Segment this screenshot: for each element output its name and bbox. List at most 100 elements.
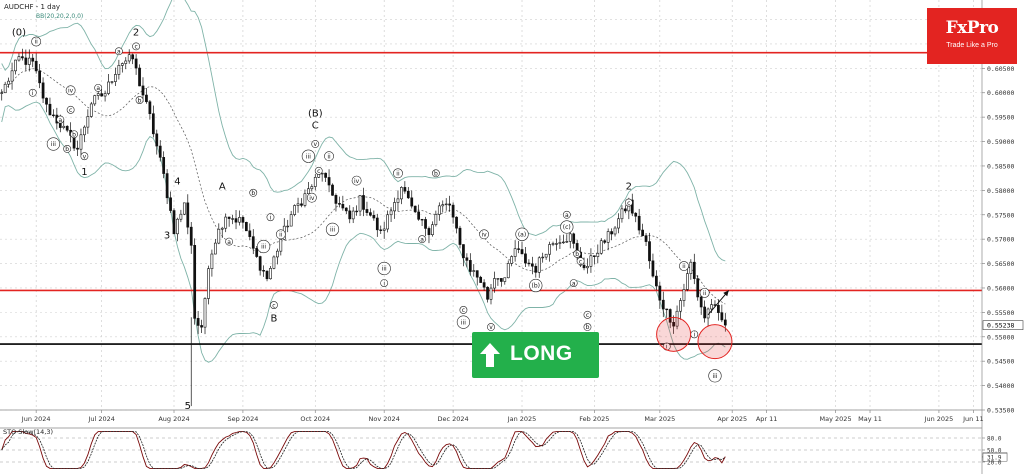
candle-body: [589, 255, 593, 267]
x-tick-label: Apr 2025: [717, 415, 747, 423]
y-tick-label: 0.60500: [987, 65, 1014, 73]
candle-body: [203, 298, 207, 328]
candle-body: [465, 257, 469, 261]
x-tick-label: Apr 11: [756, 415, 778, 423]
candle-body: [458, 227, 462, 245]
wave-label: a: [572, 280, 576, 287]
candle-body: [303, 193, 307, 206]
candle-body: [45, 97, 48, 105]
candle-body: [334, 195, 338, 204]
fxpro-logo: FxPro Trade Like a Pro: [927, 8, 1017, 64]
candle-body: [79, 134, 83, 150]
x-tick-label: Jun 2024: [21, 415, 51, 423]
wave-label: B: [270, 313, 277, 324]
candle-body: [362, 195, 365, 210]
last-price-box: [982, 320, 1024, 330]
candle-body: [630, 199, 634, 214]
last-price-label: 0.55238: [987, 322, 1014, 330]
wave-label: i: [383, 280, 385, 287]
wave-label-circle: [270, 301, 278, 309]
y-tick-label: 0.58500: [987, 162, 1014, 170]
wave-label-circle: [393, 168, 403, 179]
wave-label: 2: [133, 28, 139, 39]
wave-label-circle: [66, 105, 75, 114]
wave-label: b: [434, 170, 438, 177]
candle-body: [482, 282, 486, 288]
candle-body: [3, 83, 7, 94]
candle-body: [455, 216, 458, 229]
candle-body: [675, 310, 679, 327]
candle-body: [227, 216, 231, 219]
candle-body: [241, 217, 245, 223]
candle-body: [351, 210, 355, 220]
stochastic-tick-label: 80.0: [987, 435, 1002, 442]
candle-body: [41, 82, 45, 99]
candle-body: [648, 241, 651, 262]
long-signal-badge: LONG: [472, 332, 599, 378]
stochastic-tick-label: 20.0: [987, 459, 1002, 466]
wave-label: A: [219, 181, 226, 192]
candle-body: [34, 60, 38, 72]
candle-body: [372, 214, 376, 219]
candle-body: [10, 70, 14, 82]
candle-body: [582, 264, 586, 269]
wave-label-circle: [135, 96, 144, 104]
wave-label: ii: [396, 170, 400, 177]
candle-body: [155, 133, 159, 147]
wave-label-circle: [324, 151, 334, 162]
candle-body: [313, 177, 317, 187]
candle-body: [162, 157, 166, 174]
candle-body: [544, 253, 548, 258]
candle-body: [258, 256, 262, 271]
candle-body: [524, 253, 527, 264]
wave-label-circle: [266, 213, 275, 222]
candle-body: [565, 241, 569, 243]
y-tick-label: 0.53500: [987, 407, 1014, 415]
candle-body: [431, 224, 434, 236]
x-tick-label: Jun 2025: [924, 415, 954, 423]
y-tick-label: 0.57000: [987, 236, 1014, 244]
stochastic-value-box: [982, 452, 1008, 462]
candle-body: [279, 238, 283, 252]
wave-label-circle: [431, 169, 440, 178]
wave-label-circle: [487, 323, 495, 331]
wave-label-circle: [28, 88, 37, 97]
wave-label-circle: [679, 261, 689, 271]
candle-body: [520, 249, 524, 255]
wave-label: iii: [51, 141, 56, 148]
stochastic-tick-label: 50.0: [987, 447, 1002, 454]
wave-label: b: [586, 324, 590, 331]
candle-body: [269, 268, 272, 280]
y-tick-label: 0.59500: [987, 114, 1014, 122]
wave-label: iii: [382, 266, 387, 273]
x-tick-label: Sep 2024: [227, 415, 258, 423]
wave-label: b: [138, 97, 142, 104]
candle-body: [534, 265, 538, 273]
candle-body: [248, 230, 252, 237]
candle-body: [124, 60, 128, 64]
y-tick-label: 0.57500: [987, 211, 1014, 219]
candle-body: [17, 56, 21, 61]
candle-body: [348, 210, 352, 220]
candle-body: [238, 217, 241, 223]
candle-body: [396, 198, 400, 203]
wave-label: a: [420, 236, 424, 243]
candle-body: [651, 260, 655, 277]
wave-label: c: [317, 168, 320, 175]
candle-body: [672, 322, 675, 327]
candle-body: [499, 278, 503, 282]
candle-body: [265, 270, 269, 280]
candle-body: [7, 80, 10, 85]
wave-label: C: [312, 120, 319, 131]
candle-body: [475, 270, 479, 278]
candle-body: [603, 240, 607, 243]
symbol-label: AUDCHF - 1 day: [4, 3, 60, 11]
wave-label-circle: [515, 227, 529, 241]
wave-label: i: [270, 214, 272, 221]
candle-body: [389, 210, 393, 216]
candle-body: [286, 225, 290, 228]
wave-label: i: [32, 90, 34, 97]
candle-body: [593, 255, 596, 257]
candle-body: [48, 103, 52, 116]
